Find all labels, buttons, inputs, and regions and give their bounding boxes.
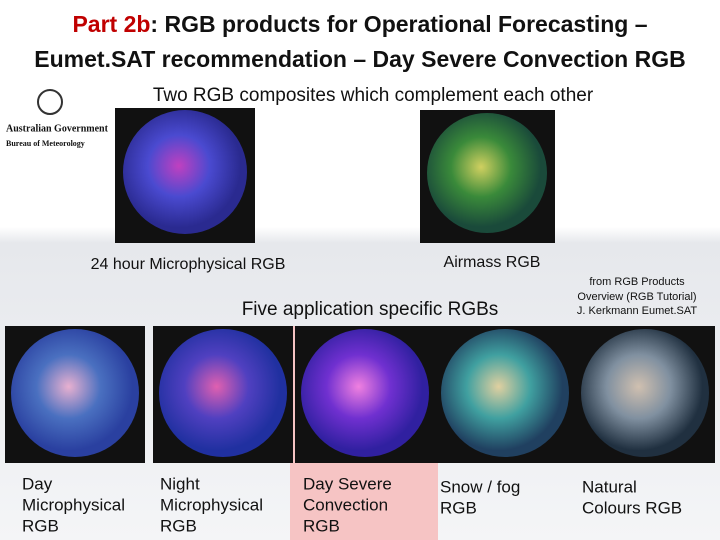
title-rest: : RGB products for Operational Forecasti… [150, 11, 647, 37]
caption: RGB [440, 498, 477, 517]
caption: RGB [22, 516, 59, 535]
bottom-images: Day Microphysical RGB Night Microphysical RGB… [5, 326, 715, 535]
logo-line1: Australian Government [6, 123, 109, 134]
caption: Colours RGB [582, 498, 682, 517]
title-line2: Eumet.SAT recommendation – Day Severe Co… [34, 46, 685, 72]
source-note: Overview (RGB Tutorial) [577, 291, 696, 303]
satellite-image [441, 329, 569, 457]
caption: Microphysical [22, 495, 125, 514]
section-label: Five application specific RGBs [242, 299, 499, 320]
source-note: from RGB Products [589, 276, 685, 288]
satellite-image [427, 113, 547, 233]
satellite-image [581, 329, 709, 457]
caption: Convection [303, 495, 388, 514]
subtitle: Two RGB composites which complement each… [153, 85, 594, 106]
caption: 24 hour Microphysical RGB [91, 256, 286, 273]
source-note: J. Kerkmann Eumet.SAT [577, 305, 698, 317]
satellite-image [11, 329, 139, 457]
title-prefix: Part 2b [72, 11, 150, 37]
caption: Microphysical [160, 495, 263, 514]
satellite-image [123, 110, 247, 234]
caption: Airmass RGB [444, 254, 541, 271]
caption: RGB [160, 516, 197, 535]
top-images: 24 hour Microphysical RGB Airmass RGB [91, 108, 555, 273]
satellite-image [159, 329, 287, 457]
caption: Day [22, 474, 53, 493]
crest [37, 89, 63, 115]
caption: Day Severe [303, 474, 392, 493]
title-line1: Part 2b: RGB products for Operational Fo… [72, 11, 647, 37]
caption: Natural [582, 477, 637, 496]
caption: RGB [303, 516, 340, 535]
logo-line2: Bureau of Meteorology [6, 139, 85, 148]
logo: Australian Government Bureau of Meteorol… [6, 89, 109, 148]
caption: Night [160, 474, 200, 493]
caption: Snow / fog [440, 477, 520, 496]
satellite-image [301, 329, 429, 457]
